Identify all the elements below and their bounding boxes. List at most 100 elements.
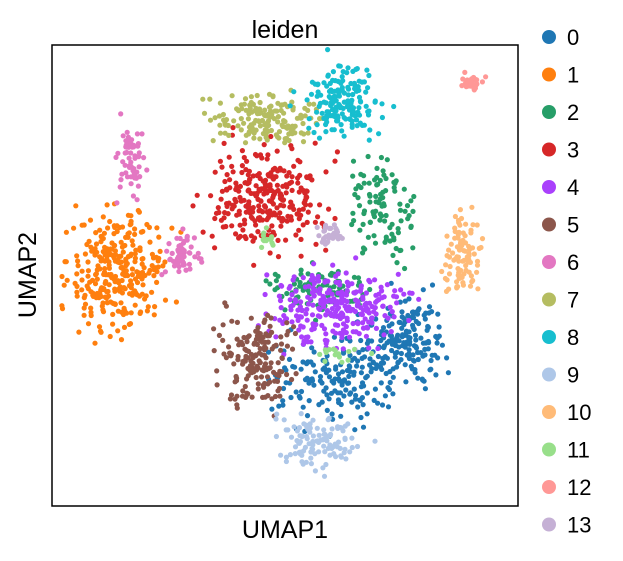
plot-frame [51,44,519,507]
point-cluster-6 [134,131,140,137]
point-cluster-0 [358,414,364,421]
point-cluster-3 [287,180,293,186]
point-cluster-10 [468,230,474,236]
point-cluster-1 [99,303,105,309]
point-cluster-1 [110,311,116,317]
point-cluster-4 [345,308,351,314]
point-cluster-5 [234,402,240,408]
point-cluster-5 [269,346,275,352]
point-cluster-2 [361,173,367,179]
point-cluster-5 [289,346,296,352]
point-cluster-1 [82,301,89,307]
point-cluster-0 [406,351,412,357]
point-cluster-4 [340,346,346,352]
point-cluster-3 [245,188,251,194]
point-cluster-0 [346,380,352,386]
point-cluster-5 [245,334,251,340]
point-cluster-2 [365,234,371,240]
point-cluster-8 [328,102,334,109]
point-cluster-0 [410,313,416,319]
point-cluster-6 [144,167,150,173]
point-cluster-7 [246,131,252,137]
point-cluster-4 [276,293,282,299]
point-cluster-3 [229,223,235,229]
point-cluster-11 [322,347,328,353]
point-cluster-9 [314,425,320,431]
point-cluster-1 [88,305,94,311]
point-cluster-10 [452,213,458,220]
point-cluster-4 [395,271,401,277]
point-cluster-3 [253,222,259,228]
point-cluster-3 [256,203,262,209]
point-cluster-6 [118,111,124,117]
point-cluster-3 [267,182,273,188]
point-cluster-8 [372,98,378,104]
point-cluster-2 [391,179,397,185]
point-cluster-4 [293,313,300,319]
point-cluster-2 [382,239,388,245]
point-cluster-10 [462,233,468,239]
point-cluster-7 [280,123,286,130]
point-cluster-0 [378,360,384,366]
point-cluster-9 [299,433,305,439]
point-cluster-9 [329,426,335,432]
point-cluster-3 [323,169,329,175]
point-cluster-2 [402,265,408,272]
point-cluster-0 [339,382,345,388]
point-cluster-7 [253,127,259,133]
point-cluster-2 [355,195,361,201]
point-cluster-1 [121,305,127,311]
point-cluster-0 [326,396,332,402]
point-cluster-7 [248,94,254,100]
point-cluster-1 [105,225,111,231]
point-cluster-3 [232,196,238,202]
point-cluster-3 [289,174,295,180]
point-cluster-7 [225,122,231,129]
point-cluster-3 [271,174,277,180]
point-cluster-3 [298,236,304,242]
point-cluster-4 [362,316,368,322]
point-cluster-4 [343,330,349,336]
point-cluster-6 [184,233,190,239]
point-cluster-3 [296,227,302,233]
point-cluster-7 [271,116,277,122]
point-cluster-4 [346,334,353,340]
point-cluster-0 [364,373,370,379]
point-cluster-7 [242,96,249,102]
point-cluster-8 [331,113,337,119]
point-cluster-0 [372,386,378,392]
point-cluster-1 [97,227,103,233]
point-cluster-0 [339,369,346,375]
point-cluster-1 [75,263,81,269]
point-cluster-3 [284,218,290,224]
point-cluster-9 [307,421,313,427]
point-cluster-1 [162,259,168,265]
point-cluster-2 [371,214,378,220]
point-cluster-6 [175,254,181,260]
point-cluster-1 [135,207,141,214]
y-axis-label: UMAP2 [14,232,42,318]
point-cluster-4 [328,310,334,316]
point-cluster-1 [151,312,157,318]
point-cluster-0 [390,374,396,380]
point-cluster-0 [317,378,323,384]
point-cluster-4 [320,293,326,299]
point-cluster-4 [278,305,284,311]
point-cluster-8 [353,66,359,72]
point-cluster-5 [220,322,226,328]
point-cluster-1 [95,263,101,269]
point-cluster-0 [444,355,450,361]
point-cluster-6 [136,164,142,170]
point-cluster-9 [343,456,349,462]
point-cluster-4 [387,304,393,310]
point-cluster-5 [247,363,254,369]
point-cluster-2 [398,218,404,224]
point-cluster-4 [360,307,366,313]
point-cluster-5 [293,371,299,377]
point-cluster-2 [357,227,363,233]
point-cluster-1 [124,310,130,316]
point-cluster-3 [229,132,235,138]
point-cluster-0 [389,347,395,354]
point-cluster-0 [378,380,384,386]
point-cluster-2 [282,307,288,313]
